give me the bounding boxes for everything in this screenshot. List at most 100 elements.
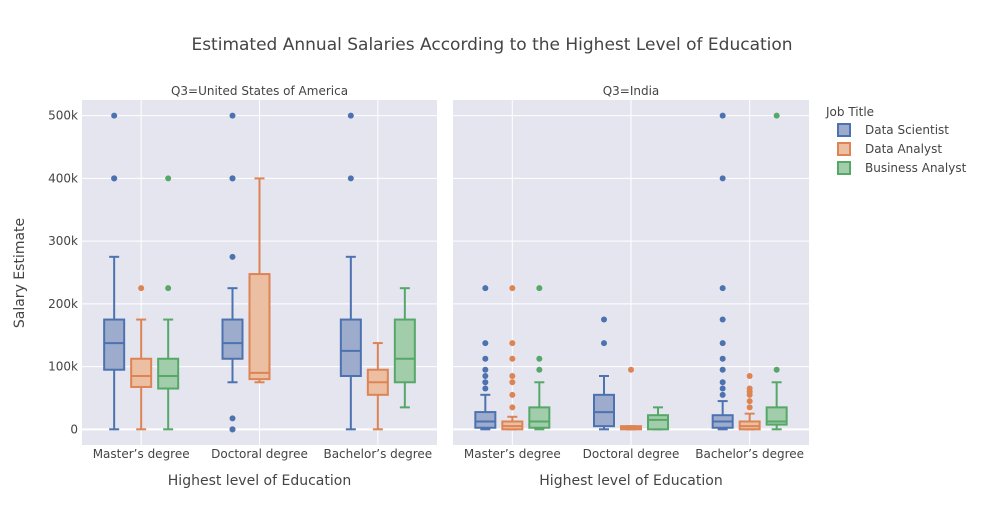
outlier-point [509, 373, 516, 379]
outlier-point [719, 175, 726, 182]
box-business-analyst [647, 406, 669, 431]
outlier-point [536, 355, 543, 362]
outlier-point [746, 398, 753, 405]
outlier-point [138, 285, 145, 292]
box-iqr [528, 406, 551, 429]
legend-swatch [837, 161, 851, 175]
outlier-point [719, 340, 726, 347]
panel-title: Q3=India [603, 84, 660, 98]
x-tick-label: Doctoral degree [583, 447, 680, 461]
outlier-point [601, 316, 607, 323]
outlier-point [509, 355, 516, 362]
box-data-scientist [339, 112, 362, 431]
legend-label: Business Analyst [865, 161, 967, 175]
y-tick-label: 0 [70, 422, 78, 436]
box-iqr [393, 318, 416, 384]
outlier-point [773, 366, 780, 373]
x-tick-label: Bachelor’s degree [323, 447, 432, 461]
outlier-point [482, 285, 489, 292]
outlier-point [773, 112, 780, 119]
legend-label: Data Scientist [865, 123, 949, 137]
outlier-point [509, 379, 516, 386]
x-axis-label: Highest level of Education [539, 473, 722, 489]
outlier-point [719, 379, 726, 386]
box-iqr [221, 318, 244, 360]
legend-entry: Data Analyst [837, 142, 942, 156]
box-data-analyst [366, 342, 389, 431]
box-iqr [130, 357, 153, 388]
outlier-point [229, 415, 236, 422]
outlier-point [536, 285, 543, 292]
outlier-point [509, 285, 516, 292]
box-business-analyst [157, 175, 180, 431]
box-data-scientist [593, 316, 615, 431]
box-data-analyst [248, 177, 271, 384]
outlier-point [719, 285, 726, 292]
box-iqr [157, 357, 180, 390]
outlier-point [601, 340, 607, 347]
outlier-point [111, 112, 118, 119]
x-tick-label: Master’s degree [93, 447, 190, 461]
box-iqr [593, 393, 615, 428]
outlier-point [482, 355, 489, 362]
y-tick-label: 500k [48, 109, 78, 123]
box-iqr [474, 411, 497, 429]
x-tick-label: Doctoral degree [211, 447, 308, 461]
box-data-analyst [620, 366, 642, 431]
outlier-point [746, 404, 753, 411]
box-data-scientist [103, 112, 126, 431]
box-data-scientist [711, 112, 734, 431]
outlier-point [628, 366, 634, 373]
outlier-point [165, 175, 172, 182]
outlier-point [719, 112, 726, 119]
y-axis-label: Salary Estimate [12, 218, 28, 328]
outlier-point [482, 340, 489, 347]
legend-label: Data Analyst [865, 142, 942, 156]
outlier-point [719, 355, 726, 362]
outlier-point [482, 366, 489, 373]
box-business-analyst [528, 285, 551, 431]
x-tick-label: Master’s degree [464, 447, 561, 461]
outlier-point [719, 385, 726, 392]
legend-title: Job Title [825, 105, 874, 119]
legend: Data Scientist Data Analyst Business Analy… [837, 123, 967, 175]
legend-swatch [837, 123, 851, 137]
y-tick-label: 100k [48, 360, 78, 374]
panels-group: 0 100k 200k 300k 400k 500k Master’s degree Doct… [48, 84, 809, 489]
outlier-point [482, 373, 489, 379]
outlier-point [111, 175, 118, 182]
outlier-point [719, 391, 726, 398]
outlier-point [482, 385, 489, 392]
y-tick-label: 400k [48, 171, 78, 185]
outlier-point [229, 253, 236, 260]
outlier-point [229, 426, 236, 433]
outlier-point [509, 340, 516, 347]
box-iqr [647, 414, 669, 431]
x-tick-label: Bachelor’s degree [695, 447, 804, 461]
box-business-analyst [765, 112, 788, 431]
box-iqr [103, 318, 126, 371]
outlier-point [536, 366, 543, 373]
legend-swatch [837, 142, 851, 156]
outlier-point [509, 404, 516, 411]
box-data-scientist [221, 112, 244, 433]
outlier-point [719, 316, 726, 323]
outlier-point [509, 391, 516, 398]
panel-0: 0 100k 200k 300k 400k 500k Master’s degree Doct… [48, 84, 437, 489]
panel-1: Master’s degree Doctoral degree Bachelor’s… [453, 84, 809, 489]
outlier-point [719, 366, 726, 373]
box-data-scientist [474, 285, 497, 431]
outlier-point [347, 175, 354, 182]
box-data-analyst [130, 285, 153, 431]
outlier-point [482, 379, 489, 386]
y-tick-label: 300k [48, 234, 78, 248]
box-iqr [248, 273, 271, 381]
box-iqr [765, 406, 788, 426]
box-data-analyst [738, 373, 761, 431]
outlier-point [229, 112, 236, 119]
box-data-analyst [501, 285, 524, 431]
box-iqr [339, 318, 362, 377]
outlier-point [165, 285, 172, 292]
